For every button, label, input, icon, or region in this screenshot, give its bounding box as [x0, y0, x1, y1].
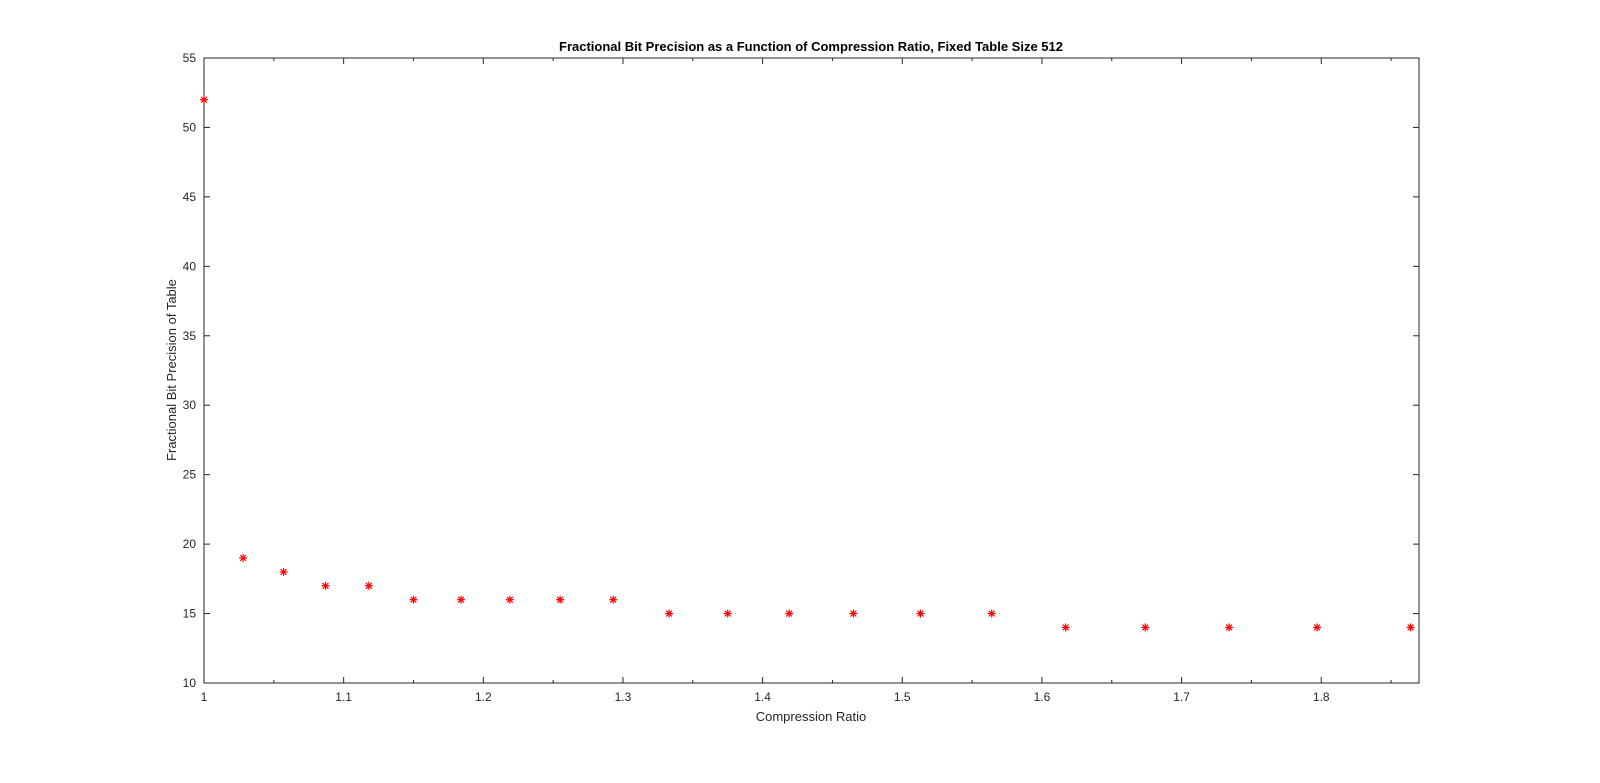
y-tick-label: 10 [183, 676, 197, 690]
data-point [849, 609, 858, 618]
data-point [239, 554, 248, 562]
data-point-stroke [1407, 624, 1414, 631]
y-tick-label: 55 [183, 51, 197, 65]
data-point-stroke [609, 596, 617, 603]
x-tick-label: 1.6 [1034, 690, 1051, 704]
x-tick-label: 1.4 [754, 690, 771, 704]
data-point-stroke [724, 610, 732, 617]
x-tick-label: 1.1 [335, 690, 352, 704]
data-point [1061, 623, 1070, 632]
data-point [505, 595, 514, 604]
data-point-stroke [200, 96, 208, 103]
data-point [200, 95, 208, 104]
data-point-stroke [988, 610, 995, 617]
x-tick-label: 1.3 [615, 690, 632, 704]
data-point-stroke [365, 582, 373, 590]
data-point [987, 609, 996, 618]
x-tick-label: 1 [201, 690, 208, 704]
chart-title: Fractional Bit Precision as a Function o… [559, 39, 1063, 54]
data-point-stroke [785, 610, 793, 617]
plot-box [203, 57, 1420, 684]
data-point-stroke [239, 554, 247, 562]
axis-ticks: 1 1.1 1.2 1.3 1.4 1.5 1.6 1.7 1.8 10 15 20 25 30 35 40 4… [183, 51, 1419, 704]
data-point-stroke [850, 610, 857, 617]
data-point-stroke [506, 596, 514, 603]
y-tick-label: 15 [183, 607, 197, 621]
data-point-stroke [410, 596, 417, 603]
x-tick-label: 1.8 [1313, 690, 1330, 704]
data-point [409, 595, 418, 604]
plot-axes [203, 57, 1420, 684]
data-point-stroke [665, 610, 673, 617]
y-tick-label: 35 [183, 329, 197, 343]
data-point [916, 609, 925, 618]
y-tick-label: 30 [183, 398, 197, 412]
data-point-stroke [1062, 624, 1069, 631]
data-point-stroke [1141, 624, 1149, 631]
x-tick-label: 1.7 [1173, 690, 1190, 704]
x-tick-label: 1.5 [894, 690, 911, 704]
data-point [556, 595, 565, 604]
y-axis-label: Fractional Bit Precision of Table [164, 279, 179, 461]
data-point [1313, 623, 1322, 632]
x-axis-label: Compression Ratio [756, 709, 867, 724]
data-point-stroke [917, 610, 924, 617]
data-point [364, 581, 373, 590]
data-point-stroke [457, 596, 465, 603]
data-point [1406, 623, 1415, 632]
y-tick-label: 45 [183, 190, 197, 204]
data-point-stroke [280, 568, 287, 576]
y-tick-label: 50 [183, 120, 197, 134]
data-point-stroke [556, 596, 564, 603]
data-point [456, 595, 465, 604]
data-point-stroke [322, 582, 329, 590]
y-tick-label: 25 [183, 468, 197, 482]
data-point-stroke [1225, 624, 1233, 631]
data-point [785, 609, 794, 618]
y-tick-label: 40 [183, 259, 197, 273]
data-point [1225, 623, 1234, 632]
data-point [321, 581, 330, 590]
data-point [279, 567, 288, 576]
data-point [609, 595, 618, 604]
data-point [723, 609, 732, 618]
data-point-stroke [1313, 624, 1321, 631]
data-point [665, 609, 674, 618]
x-tick-label: 1.2 [475, 690, 492, 704]
y-tick-label: 20 [183, 537, 197, 551]
data-points [200, 95, 1415, 632]
data-point [1141, 623, 1150, 632]
